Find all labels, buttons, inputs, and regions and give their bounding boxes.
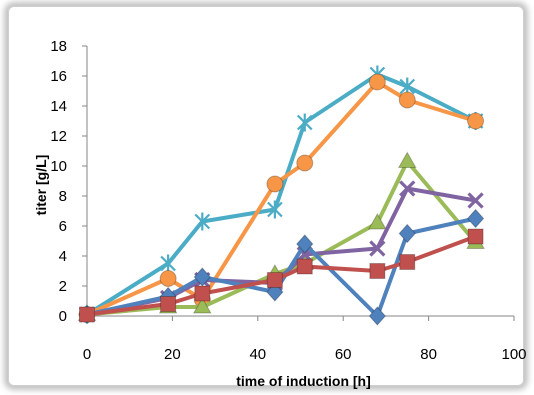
data-point-marker [267,200,283,219]
data-point-marker [369,240,386,257]
x-tick-label: 100 [501,346,526,363]
series-5 [78,208,485,326]
y-tick-label: 10 [50,158,67,175]
data-point-marker [79,306,95,323]
data-point-marker [399,254,416,270]
tick-labels: 0 2 4 6 8 10 12 14 16 18 0 20 40 60 80 100 [50,38,526,363]
y-tick-label: 6 [59,218,67,235]
y-tick-label: 4 [59,248,67,265]
data-point-marker [266,175,284,193]
data-point-marker [368,212,387,230]
y-tick-label: 8 [59,188,67,205]
x-axis-title: time of induction [h] [236,373,371,389]
data-point-marker [397,151,417,168]
data-point-marker [369,263,386,279]
series-2 [78,73,485,323]
data-point-marker [194,212,211,231]
axes [82,45,515,321]
y-tick-label: 14 [50,98,67,115]
y-tick-label: 2 [59,278,67,295]
data-point-marker [266,272,283,288]
y-axis-title: titer [g/L] [33,155,49,216]
data-point-marker [398,223,416,244]
data-point-marker [467,112,485,130]
data-point-marker [296,258,313,275]
data-point-marker [467,192,484,209]
data-point-marker [296,154,314,172]
series-line [85,186,478,317]
data-point-marker [296,113,313,132]
series-6 [79,228,484,323]
x-tick-label: 20 [164,346,181,363]
data-point-marker [368,306,387,326]
y-tick-label: 12 [50,128,67,145]
data-point-marker [160,254,176,273]
x-tick-label: 60 [335,346,352,363]
data-point-marker [466,208,485,229]
data-point-marker [368,73,386,91]
y-tick-label: 18 [50,38,67,55]
data-point-marker [467,228,484,245]
data-point-marker [194,285,211,302]
data-point-marker [399,180,416,197]
x-tick-label: 80 [420,346,437,363]
data-point-marker [159,270,177,287]
series-line [85,216,478,318]
data-point-marker [192,296,212,314]
x-tick-label: 40 [249,346,266,363]
data-point-marker [296,234,314,254]
y-tick-label: 0 [59,308,67,325]
x-tick-label: 0 [83,346,91,363]
series-group [77,65,485,326]
data-point-marker [398,91,416,109]
data-point-marker [160,296,177,312]
y-tick-label: 16 [50,68,67,85]
